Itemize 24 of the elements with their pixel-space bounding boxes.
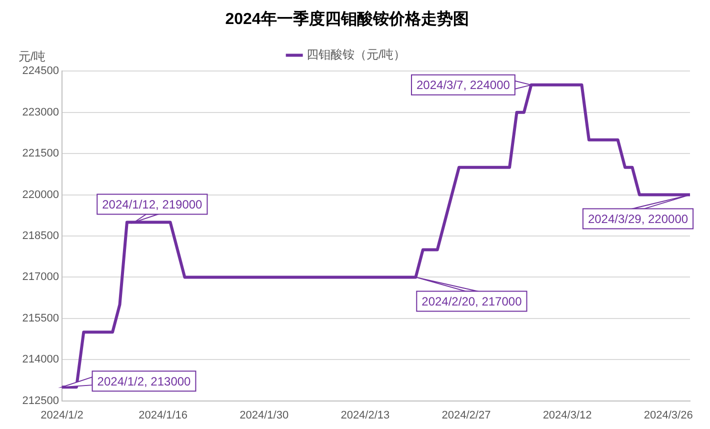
x-tick-label: 2024/1/2 xyxy=(40,409,84,422)
annotation: 2024/1/12, 219000 xyxy=(102,198,203,212)
annotation: 2024/1/2, 213000 xyxy=(97,374,192,388)
x-tick-label: 2024/1/30 xyxy=(240,409,289,422)
y-tick-label: 215500 xyxy=(22,312,59,324)
x-tick-label: 2024/2/13 xyxy=(340,409,390,422)
x-tick-label: 2024/3/12 xyxy=(542,409,592,422)
y-tick-label: 221500 xyxy=(22,148,59,160)
y-tick-label: 220000 xyxy=(22,188,59,201)
y-axis-title: 元/吨 xyxy=(18,50,46,64)
y-tick-label: 224500 xyxy=(22,65,59,78)
annotation: 2024/2/20, 217000 xyxy=(422,294,522,309)
annotation: 2024/3/29, 220000 xyxy=(588,212,688,226)
y-tick-label: 223000 xyxy=(22,106,59,118)
y-tick-label: 218500 xyxy=(22,230,59,242)
legend-label: 四钼酸铵（元/吨） xyxy=(306,48,406,62)
y-tick-label: 217000 xyxy=(22,271,59,284)
y-tick-label: 212500 xyxy=(22,394,59,407)
x-tick-label: 2024/2/27 xyxy=(442,409,491,422)
annotation: 2024/3/7, 224000 xyxy=(416,78,510,92)
x-tick-label: 2024/3/26 xyxy=(644,409,693,422)
y-tick-label: 214000 xyxy=(22,354,59,366)
x-tick-label: 2024/1/16 xyxy=(138,409,188,422)
chart-title: 2024年一季度四钼酸铵价格走势图 xyxy=(225,9,469,28)
